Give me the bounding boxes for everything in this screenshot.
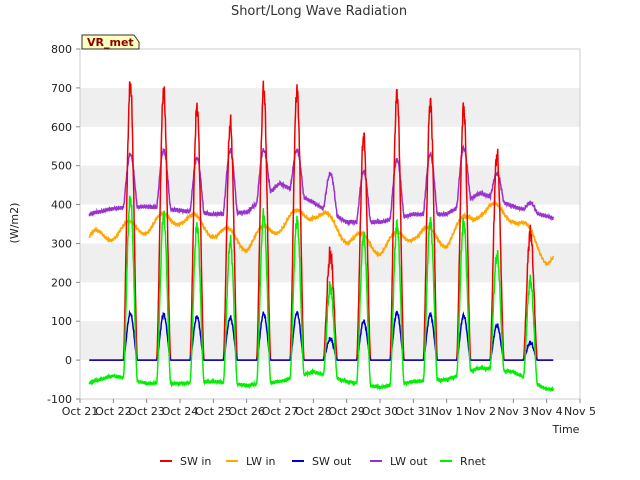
y-tick-label: 100 — [51, 315, 72, 328]
y-axis-label: (W/m2) — [8, 203, 21, 244]
grid-band — [80, 87, 580, 127]
x-tick-label: Oct 21 — [62, 405, 99, 418]
x-tick-label: Oct 24 — [162, 405, 199, 418]
grid-bands — [80, 49, 580, 399]
station-badge: VR_met — [81, 34, 140, 50]
x-tick-label: Oct 23 — [128, 405, 165, 418]
x-axis-label: Time — [552, 423, 580, 436]
series-rnet — [88, 195, 554, 392]
y-tick-label: 300 — [51, 237, 72, 250]
legend-label: LW out — [390, 455, 428, 468]
x-tick-label: Oct 31 — [395, 405, 432, 418]
y-tick-label: 800 — [51, 43, 72, 56]
series-layer — [88, 80, 554, 392]
x-tick-label: Nov 3 — [497, 405, 529, 418]
x-tick-label: Oct 25 — [195, 405, 232, 418]
legend-item: LW out — [370, 455, 428, 468]
x-tick-label: Oct 30 — [362, 405, 399, 418]
legend-label: SW out — [312, 455, 352, 468]
x-tick-label: Nov 5 — [564, 405, 596, 418]
legend-item: Rnet — [440, 455, 486, 468]
y-tick-label: 500 — [51, 160, 72, 173]
legend-label: LW in — [246, 455, 276, 468]
x-tick-label: Oct 28 — [295, 405, 332, 418]
y-tick-label: -100 — [47, 393, 72, 406]
legend: SW in LW in SW out LW out Rnet — [160, 455, 486, 468]
x-tick-label: Oct 26 — [228, 405, 265, 418]
series-sw-out — [89, 309, 554, 361]
chart-title: Short/Long Wave Radiation — [231, 4, 407, 19]
legend-item: SW out — [292, 455, 352, 468]
x-tick-label: Nov 4 — [531, 405, 563, 418]
x-tick-label: Nov 1 — [431, 405, 463, 418]
legend-item: SW in — [160, 455, 211, 468]
plot-frame — [79, 48, 581, 400]
station-badge-label: VR_met — [87, 36, 134, 49]
y-tick-label: 200 — [51, 276, 72, 289]
y-tick-label: 0 — [65, 354, 72, 367]
x-tick-label: Oct 29 — [328, 405, 365, 418]
legend-label: SW in — [180, 455, 211, 468]
legend-label: Rnet — [460, 455, 486, 468]
x-tick-label: Oct 27 — [262, 405, 299, 418]
y-axis: -100 0 100 200 300 400 500 600 700 800 — [47, 43, 80, 406]
x-tick-label: Oct 22 — [95, 405, 132, 418]
grid-band — [80, 165, 580, 205]
y-tick-label: 600 — [51, 121, 72, 134]
x-tick-label: Nov 2 — [464, 405, 496, 418]
legend-item: LW in — [226, 455, 276, 468]
y-tick-label: 700 — [51, 82, 72, 95]
y-tick-label: 400 — [51, 199, 72, 212]
